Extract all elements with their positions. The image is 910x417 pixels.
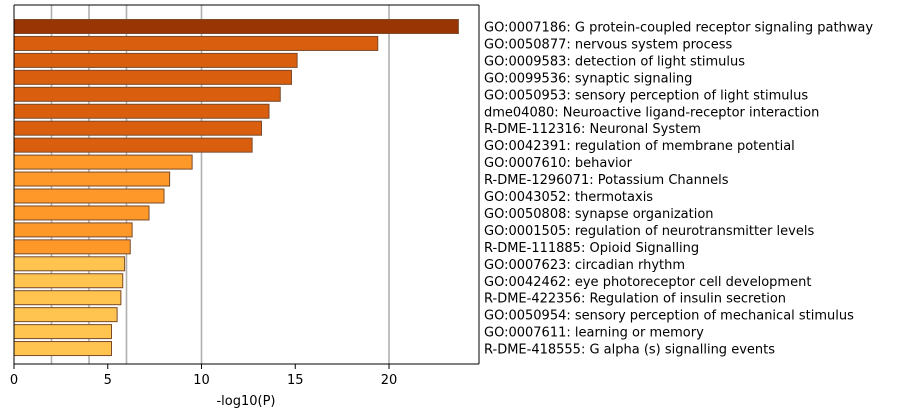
- bar: [13, 120, 262, 136]
- category-labels: GO:0007186: G protein-coupled receptor s…: [484, 21, 873, 358]
- x-tick-label: 5: [104, 373, 112, 388]
- category-label: R-DME-111885: Opioid Signalling: [484, 241, 699, 256]
- bar: [13, 205, 150, 221]
- x-axis-ticks: 0 5 10 15 20: [10, 364, 397, 388]
- category-label: GO:0050953: sensory perception of light …: [484, 88, 808, 103]
- category-label: GO:0001505: regulation of neurotransmitt…: [484, 224, 814, 239]
- bar: [13, 69, 292, 85]
- category-label: GO:0050808: synapse organization: [484, 207, 714, 222]
- category-label: GO:0007610: behavior: [484, 156, 633, 171]
- bar: [13, 137, 253, 153]
- bar: [13, 256, 126, 272]
- category-label: GO:0042391: regulation of membrane poten…: [484, 139, 795, 154]
- bar: [13, 307, 118, 323]
- bar: [13, 171, 171, 187]
- bar: [13, 341, 112, 357]
- category-label: GO:0007611: learning or memory: [484, 326, 704, 341]
- bar: [13, 35, 379, 51]
- category-label: GO:0042462: eye photoreceptor cell devel…: [484, 275, 811, 290]
- bar-series: [13, 19, 459, 357]
- x-tick-label: 20: [381, 373, 398, 388]
- x-tick-label: 15: [287, 373, 304, 388]
- bar: [13, 52, 298, 68]
- category-label: GO:0099536: synaptic signaling: [484, 71, 692, 86]
- x-tick-label: 0: [10, 373, 18, 388]
- category-label: GO:0050877: nervous system process: [484, 37, 733, 52]
- category-label: GO:0050954: sensory perception of mechan…: [484, 309, 854, 324]
- bar: [13, 86, 281, 102]
- bar: [13, 239, 131, 255]
- bar: [13, 290, 122, 306]
- bar: [13, 103, 270, 119]
- x-axis-label: -log10(P): [216, 394, 275, 409]
- bar: [13, 154, 193, 170]
- bar: [13, 324, 112, 340]
- category-label: GO:0007623: circadian rhythm: [484, 258, 685, 273]
- category-label: GO:0043052: thermotaxis: [484, 190, 653, 205]
- category-label: R-DME-418555: G alpha (s) signalling eve…: [484, 343, 775, 358]
- bar: [13, 222, 133, 238]
- plot-frame: [13, 4, 480, 365]
- x-tick-label: 10: [193, 373, 210, 388]
- bar: [13, 273, 124, 289]
- bar: [13, 188, 165, 204]
- category-label: GO:0009583: detection of light stimulus: [484, 54, 745, 69]
- category-label: R-DME-1296071: Potassium Channels: [484, 173, 729, 188]
- bar: [13, 19, 459, 34]
- category-label: R-DME-112316: Neuronal System: [484, 122, 701, 137]
- category-label: GO:0007186: G protein-coupled receptor s…: [484, 21, 873, 36]
- category-label: dme04080: Neuroactive ligand-receptor in…: [484, 105, 819, 120]
- category-label: R-DME-422356: Regulation of insulin secr…: [484, 292, 786, 307]
